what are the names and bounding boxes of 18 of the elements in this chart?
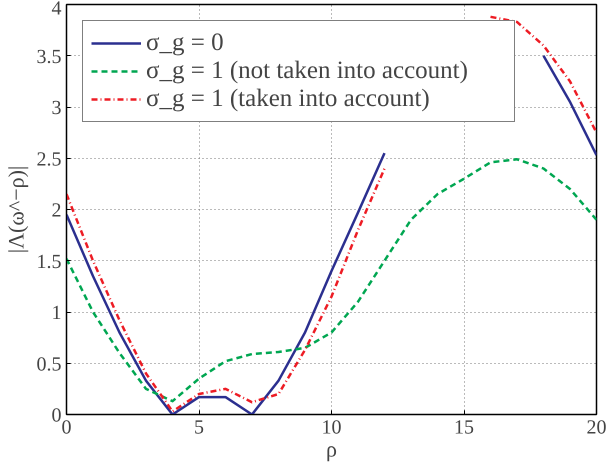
legend-label: σ_g = 1 (not taken into account) bbox=[146, 57, 469, 85]
x-axis-title: ρ bbox=[326, 436, 338, 462]
y-tick-label: 3.5 bbox=[36, 46, 62, 68]
x-tick-label: 10 bbox=[322, 416, 342, 438]
y-tick-label: 2.5 bbox=[36, 148, 62, 170]
legend-label: σ_g = 1 (taken into account) bbox=[146, 85, 431, 113]
y-axis-title: |Λ(ω^−ρ)| bbox=[4, 166, 28, 254]
line-series bbox=[66, 158, 596, 402]
y-tick-label: 3 bbox=[52, 97, 62, 119]
y-tick-label: 0.5 bbox=[36, 353, 62, 376]
y-tick-label: 1.5 bbox=[36, 250, 62, 273]
legend-label: σ_g = 0 bbox=[146, 29, 225, 57]
y-tick-label: 4 bbox=[52, 0, 62, 20]
y-tick-label: 2 bbox=[52, 200, 62, 222]
x-tick-label: 5 bbox=[194, 416, 204, 438]
x-tick-label: 20 bbox=[586, 416, 606, 438]
y-tick-label: 1 bbox=[52, 302, 62, 324]
x-tick-label: 15 bbox=[454, 416, 474, 438]
